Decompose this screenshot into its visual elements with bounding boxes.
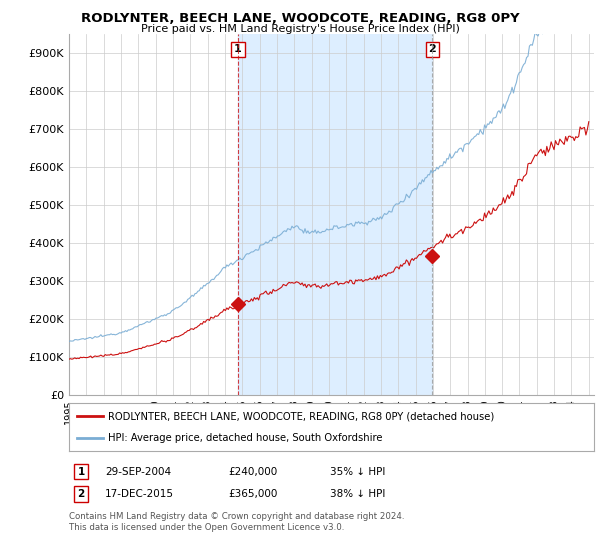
Text: Price paid vs. HM Land Registry's House Price Index (HPI): Price paid vs. HM Land Registry's House … [140,24,460,34]
Text: RODLYNTER, BEECH LANE, WOODCOTE, READING, RG8 0PY: RODLYNTER, BEECH LANE, WOODCOTE, READING… [80,12,520,25]
Text: HPI: Average price, detached house, South Oxfordshire: HPI: Average price, detached house, Sout… [109,433,383,443]
Text: 38% ↓ HPI: 38% ↓ HPI [330,489,385,499]
Text: 29-SEP-2004: 29-SEP-2004 [105,466,171,477]
Text: RODLYNTER, BEECH LANE, WOODCOTE, READING, RG8 0PY (detached house): RODLYNTER, BEECH LANE, WOODCOTE, READING… [109,411,494,421]
Bar [238,34,432,395]
Text: Contains HM Land Registry data © Crown copyright and database right 2024.
This d: Contains HM Land Registry data © Crown c… [69,512,404,532]
Text: 1: 1 [77,466,85,477]
Text: 2: 2 [77,489,85,499]
Text: £240,000: £240,000 [228,466,277,477]
Text: 35% ↓ HPI: 35% ↓ HPI [330,466,385,477]
Text: 2: 2 [428,44,436,54]
Text: £365,000: £365,000 [228,489,277,499]
Text: 1: 1 [234,44,242,54]
Text: 17-DEC-2015: 17-DEC-2015 [105,489,174,499]
